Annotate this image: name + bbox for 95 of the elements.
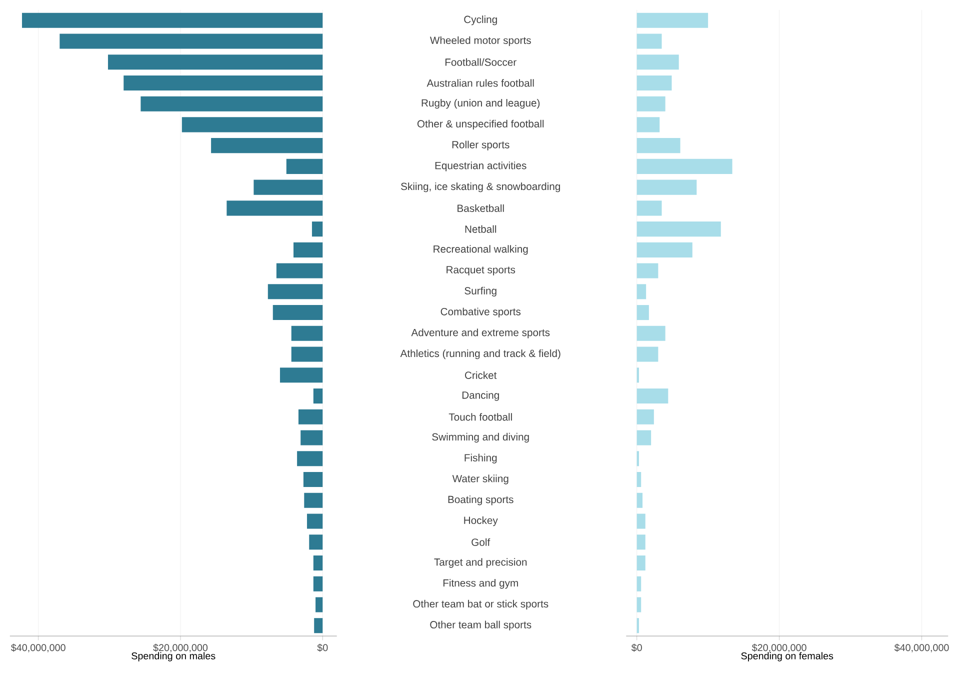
- y-tick-label: Cycling: [464, 16, 497, 26]
- x-tick-label: $0: [631, 644, 642, 652]
- bar: [636, 284, 646, 300]
- bar: [291, 326, 323, 342]
- y-tick-label: Cricket: [465, 372, 497, 380]
- y-tick-label: Boating sports: [448, 496, 514, 506]
- bar: [636, 263, 658, 278]
- bar: [309, 534, 323, 550]
- bar: [636, 76, 672, 91]
- bar: [636, 180, 697, 196]
- y-tick-label: Athletics (running and track & field): [400, 350, 560, 360]
- bar: [124, 76, 323, 91]
- bar: [636, 493, 643, 508]
- bar: [636, 242, 692, 258]
- bar: [276, 263, 323, 278]
- bar: [280, 368, 323, 383]
- bar: [636, 222, 721, 237]
- bar: [272, 305, 323, 320]
- bar: [291, 346, 323, 362]
- bar: [182, 117, 323, 132]
- bar: [636, 388, 668, 404]
- bar: [304, 493, 323, 508]
- y-tick-label: Hockey: [464, 516, 498, 526]
- bar: [636, 534, 646, 550]
- y-tick-label: Other team bat or stick sports: [413, 600, 548, 610]
- bar: [636, 96, 666, 112]
- y-tick-label: Equestrian activities: [435, 162, 526, 172]
- y-tick-label: Target and precision: [434, 558, 527, 568]
- y-tick-label: Swimming and diving: [432, 433, 529, 443]
- bar: [211, 138, 323, 154]
- bar: [636, 576, 642, 592]
- bar: [316, 597, 323, 612]
- bar: [636, 13, 708, 28]
- bar: [636, 117, 660, 132]
- bar: [636, 159, 732, 174]
- bar: [293, 242, 323, 258]
- bar: [60, 34, 323, 49]
- y-tick-label: Skiing, ice skating & snowboarding: [401, 182, 560, 192]
- bar: [286, 159, 323, 174]
- x-tick-label: $20,000,000: [752, 644, 806, 652]
- bar: [636, 472, 642, 488]
- x-tick-label: $40,000,000: [11, 644, 66, 652]
- y-tick-label: Touch football: [448, 413, 512, 421]
- bar: [313, 556, 323, 571]
- bar: [140, 96, 323, 112]
- y-tick-label: Basketball: [458, 204, 504, 212]
- bar: [254, 180, 323, 196]
- y-tick-label: Roller sports: [452, 140, 510, 151]
- bar: [636, 326, 666, 342]
- y-tick-label: Rugby (union and league): [422, 99, 540, 109]
- y-tick-label: Wheeled motor sports: [430, 36, 531, 46]
- y-tick-label: Adventure and extreme sports: [411, 328, 550, 338]
- bar: [303, 472, 323, 488]
- y-tick-label: Golf: [472, 538, 490, 546]
- y-tick-label: Dancing: [462, 391, 499, 402]
- y-tick-label: Fitness and gym: [443, 579, 518, 589]
- y-tick-label: Racquet sports: [446, 266, 516, 276]
- y-tick-label: Fishing: [464, 454, 497, 464]
- y-tick-label: Recreational walking: [434, 245, 528, 255]
- bar: [636, 138, 680, 154]
- x-tick-label: $20,000,000: [153, 644, 208, 652]
- bar: [636, 514, 646, 529]
- y-tick-label: Other & unspecified football: [417, 120, 544, 130]
- y-tick-label: Australian rules football: [426, 79, 534, 87]
- bar: [636, 430, 652, 446]
- bar: [636, 346, 658, 362]
- bar: [636, 556, 646, 571]
- y-tick-label: Combative sports: [440, 308, 521, 318]
- y-tick-label: Surfing: [464, 287, 496, 297]
- x-tick-label: $40,000,000: [894, 644, 949, 652]
- x-axis-title: Spending on females: [741, 652, 834, 662]
- bar: [300, 430, 323, 446]
- y-tick-label: Other team ball sports: [430, 620, 532, 631]
- y-tick-label: Water skiing: [452, 474, 508, 485]
- bar: [298, 410, 323, 425]
- x-tick-label: $0: [317, 644, 328, 652]
- bar: [312, 222, 323, 237]
- bar: [636, 200, 662, 216]
- y-tick-label: Netball: [465, 225, 496, 234]
- bar: [636, 34, 662, 49]
- bar: [313, 388, 323, 404]
- bar: [313, 576, 323, 592]
- bar: [22, 13, 323, 28]
- x-axis-title: Spending on males: [132, 652, 216, 662]
- bar: [636, 597, 642, 612]
- bar: [108, 54, 323, 70]
- bar: [314, 618, 323, 634]
- bar: [268, 284, 323, 300]
- bar: [226, 200, 323, 216]
- bar: [636, 410, 654, 425]
- bar: [306, 514, 323, 529]
- bar: [636, 305, 649, 320]
- bar: [297, 451, 323, 466]
- bar: [636, 54, 679, 70]
- y-tick-label: Football/Soccer: [445, 58, 516, 66]
